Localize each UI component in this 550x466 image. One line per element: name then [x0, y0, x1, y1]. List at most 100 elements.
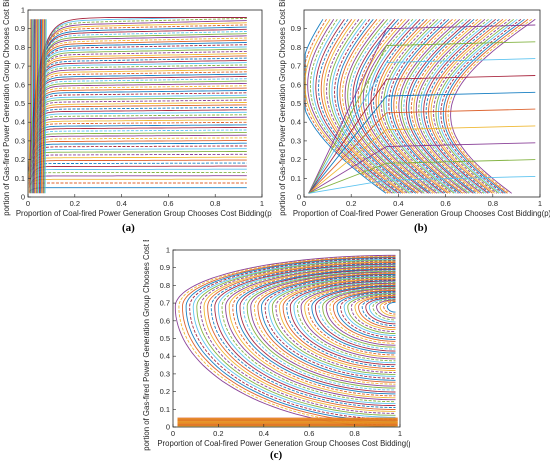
- trajectory-line: [393, 18, 463, 194]
- trajectory-line: [376, 299, 396, 319]
- y-tick-label: 0: [166, 423, 170, 432]
- trajectory-line: [308, 24, 536, 194]
- trajectory-line: [435, 18, 514, 194]
- trajectory-line: [395, 18, 466, 194]
- x-tick-label: 0: [302, 199, 306, 208]
- trajectory-line: [385, 18, 457, 194]
- trajectory-line: [221, 265, 396, 403]
- trajectory-line: [386, 301, 396, 313]
- trajectory-line: [308, 125, 536, 194]
- x-axis-label: Proportion of Coal-fired Power Generatio…: [157, 439, 410, 448]
- trajectory-line: [279, 277, 396, 371]
- trajectory-line: [42, 19, 45, 194]
- x-tick-label: 0.6: [163, 199, 173, 208]
- trajectory-line: [210, 262, 396, 408]
- trajectory-line: [420, 18, 493, 194]
- trajectory-line: [308, 75, 536, 194]
- y-tick-label: 0.1: [15, 174, 25, 183]
- y-tick-label: 0.2: [15, 155, 25, 164]
- trajectory-line: [445, 18, 529, 194]
- trajectory-line: [189, 258, 396, 420]
- trajectory-line: [304, 283, 396, 358]
- trajectory-line: [43, 19, 46, 194]
- trajectory-line: [174, 254, 396, 427]
- x-tick-label: 0.4: [393, 199, 403, 208]
- y-tick-label: 0.5: [291, 99, 301, 108]
- trajectory-line: [375, 18, 449, 194]
- trajectory-line: [339, 19, 419, 194]
- trajectory-line: [257, 273, 396, 383]
- trajectory-line: [28, 145, 247, 181]
- trajectory-line: [311, 285, 396, 354]
- trajectory-line: [182, 256, 396, 424]
- y-tick-label: 0.7: [160, 299, 170, 308]
- trajectory-line: [307, 19, 393, 194]
- y-tick-label: 0.4: [291, 118, 301, 127]
- trajectory-line: [185, 257, 396, 422]
- trajectory-line: [235, 268, 396, 395]
- x-tick-label: 0.8: [349, 429, 359, 438]
- trajectory-line: [334, 19, 414, 194]
- y-tick-label: 0.1: [160, 405, 170, 414]
- trajectory-line: [250, 271, 396, 387]
- y-tick-label: 0.8: [291, 43, 301, 52]
- trajectory-line: [318, 19, 402, 194]
- trajectory-line: [415, 18, 486, 194]
- trajectory-line: [447, 18, 532, 194]
- trajectory-line: [308, 159, 536, 194]
- trajectory-line: [308, 142, 536, 194]
- trajectory-line: [253, 272, 396, 385]
- trajectory-line: [264, 274, 396, 379]
- trajectory-line: [418, 18, 489, 194]
- trajectory-group: [28, 17, 247, 194]
- trajectory-line: [192, 258, 396, 418]
- trajectory-line: [400, 18, 470, 194]
- trajectory-line: [358, 295, 396, 329]
- trajectory-line: [332, 289, 396, 342]
- trajectory-line: [178, 255, 396, 426]
- trajectory-line: [450, 18, 536, 194]
- trajectory-line: [271, 276, 396, 375]
- x-tick-label: 0.4: [116, 199, 126, 208]
- trajectory-line: [297, 281, 396, 362]
- y-tick-label: 0.8: [160, 281, 170, 290]
- trajectory-line: [308, 91, 536, 194]
- trajectory-line: [336, 290, 396, 340]
- trajectory-group: [304, 18, 536, 194]
- trajectory-line: [362, 18, 438, 194]
- y-tick-label: 0.6: [160, 316, 170, 325]
- x-tick-label: 0.6: [440, 199, 450, 208]
- trajectory-line: [347, 19, 425, 194]
- trajectory-line: [268, 275, 396, 377]
- trajectory-line: [318, 286, 396, 350]
- y-tick-label: 0.8: [15, 43, 25, 52]
- trajectory-line: [322, 287, 396, 348]
- y-tick-label: 0.9: [15, 24, 25, 33]
- trajectory-line: [423, 18, 496, 194]
- trajectory-line: [41, 19, 44, 194]
- x-tick-label: 0.2: [213, 429, 223, 438]
- trajectory-line: [28, 121, 247, 174]
- trajectory-line: [261, 273, 396, 381]
- trajectory-line: [243, 269, 396, 391]
- trajectory-line: [408, 18, 476, 194]
- trajectory-line: [217, 264, 396, 405]
- trajectory-line: [361, 296, 396, 327]
- y-axis-label: portion of Gas-fired Power Generation Gr…: [278, 0, 287, 216]
- trajectory-line: [388, 18, 459, 194]
- y-tick-label: 0.7: [15, 62, 25, 71]
- trajectory-line: [354, 294, 396, 331]
- trajectory-line: [430, 18, 507, 194]
- trajectory-line: [368, 297, 396, 323]
- trajectory-line: [370, 18, 444, 194]
- trajectory-line: [315, 19, 400, 194]
- x-tick-label: 0.8: [210, 199, 220, 208]
- x-axis-label: Proportion of Coal-fired Power Generatio…: [293, 209, 550, 218]
- trajectory-line: [28, 153, 247, 184]
- trajectory-line: [331, 19, 412, 194]
- trajectory-line: [28, 19, 31, 194]
- caption-b: (b): [414, 222, 428, 234]
- trajectory-line: [433, 18, 511, 194]
- trajectory-line: [228, 266, 396, 399]
- y-tick-label: 0.4: [160, 352, 170, 361]
